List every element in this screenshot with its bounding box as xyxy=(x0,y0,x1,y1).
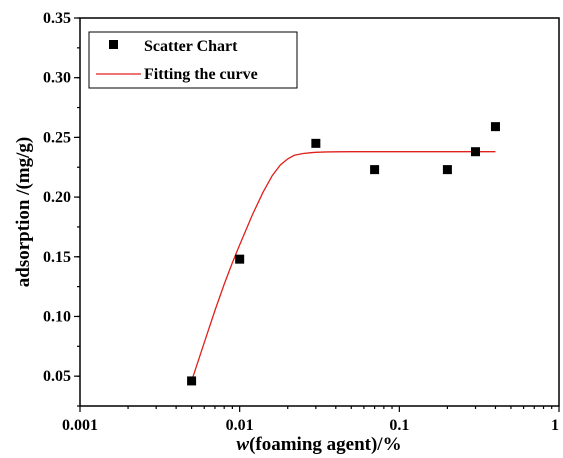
y-tick-label: 0.35 xyxy=(43,10,71,27)
scatter-point xyxy=(490,122,500,132)
x-axis-title-rest: (foaming agent)/% xyxy=(249,434,402,455)
scatter-point xyxy=(471,147,481,157)
y-tick-label: 0.15 xyxy=(43,249,71,266)
legend-label-fit: Fitting the curve xyxy=(144,66,258,83)
fit-curve-line xyxy=(190,151,496,382)
x-tick-label: 1 xyxy=(551,417,559,434)
y-tick-label: 0.25 xyxy=(43,129,71,146)
tick-labels: 0.001 0.01 0.1 1 0.05 0.10 0.15 0.20 0.25 0.30 0.3… xyxy=(43,10,559,434)
scatter-point xyxy=(370,165,380,175)
legend-label-scatter: Scatter Chart xyxy=(144,38,238,55)
scatter-point xyxy=(235,254,245,264)
x-tick-label: 0.001 xyxy=(62,417,98,434)
legend: Scatter Chart Fitting the curve xyxy=(88,31,298,89)
x-tick-label: 0.1 xyxy=(389,417,409,434)
axis-ticks xyxy=(74,17,560,412)
y-tick-label: 0.20 xyxy=(43,189,71,206)
x-tick-label: 0.01 xyxy=(226,417,254,434)
y-tick-label: 0.05 xyxy=(43,368,71,385)
y-tick-label: 0.30 xyxy=(43,70,71,87)
x-axis-title-italic: w xyxy=(236,434,249,455)
scatter-point xyxy=(311,138,321,148)
legend-box xyxy=(88,31,298,89)
scatter-point xyxy=(187,376,197,386)
plot-frame xyxy=(79,17,560,407)
y-tick-label: 0.10 xyxy=(43,308,71,325)
x-axis-title: w(foaming agent)/% xyxy=(236,434,401,455)
y-axis-title: adsorption /(mg/g) xyxy=(13,137,34,287)
legend-marker-scatter xyxy=(109,40,118,49)
scatter-points xyxy=(187,122,500,386)
scatter-point xyxy=(442,165,452,175)
